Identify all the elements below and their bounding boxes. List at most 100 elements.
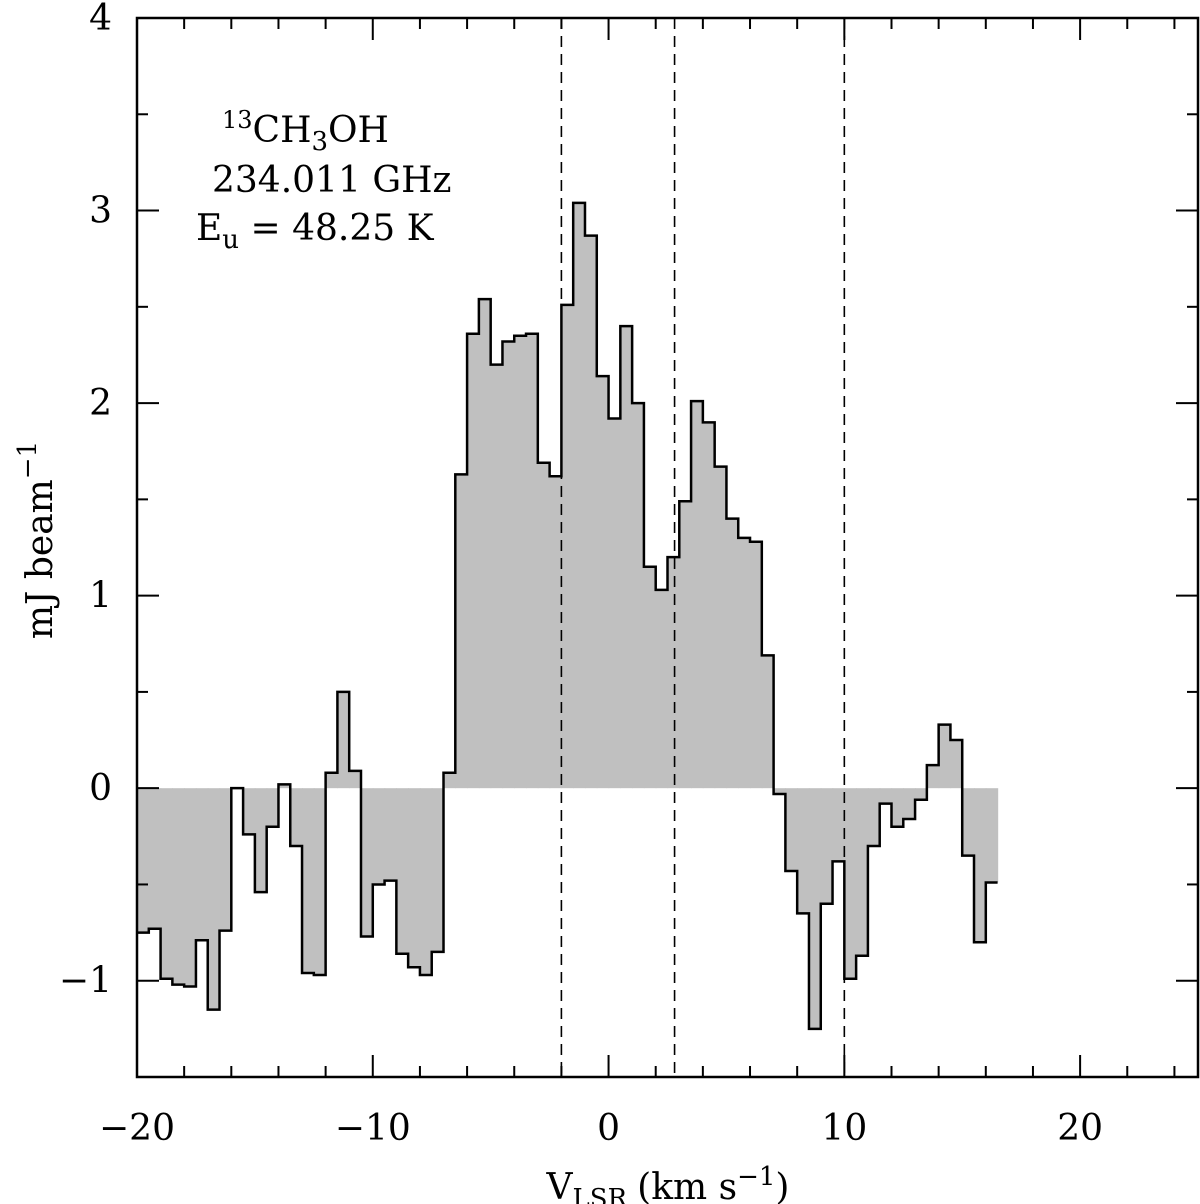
spectrum-bar	[879, 788, 893, 804]
x-tick-label: 10	[821, 1108, 867, 1149]
spectrum-bar	[514, 335, 527, 789]
spectrum-bar	[820, 788, 834, 904]
spectrum-step-line	[137, 201, 998, 1031]
spectrum-bar	[219, 788, 232, 931]
y-tick-labels: −1 0 1 2 3 4	[59, 0, 112, 1002]
spectrum-bar	[184, 788, 197, 987]
spectrum-bar	[384, 788, 397, 881]
spectrum-bar	[360, 788, 374, 937]
spectrum-bar	[726, 518, 739, 789]
spectrum-bar	[938, 724, 952, 789]
x-axis-title-rest: (km s	[637, 1167, 737, 1204]
annotation-species-b: OH	[328, 110, 389, 151]
spectrum-bar	[148, 788, 162, 929]
annotation-energy-b: = 48.25 K	[239, 208, 435, 249]
spectrum-bar	[195, 788, 209, 941]
y-tick-label: 2	[89, 383, 112, 424]
annotation-energy-a: E	[196, 208, 222, 249]
spectrum-bar	[702, 422, 716, 789]
x-tick-label: 20	[1057, 1108, 1103, 1149]
x-tick-label: −10	[335, 1108, 411, 1149]
spectrum-bar	[549, 476, 562, 789]
annotation-energy: Eu = 48.25 K	[196, 208, 435, 255]
spectrum-bar	[325, 772, 339, 789]
spectrum-bar	[785, 788, 798, 871]
spectrum-bar	[761, 655, 775, 789]
spectrum-bar	[903, 788, 916, 819]
spectrum-bar	[867, 788, 881, 846]
y-axis-title-main: mJ beam	[20, 479, 61, 639]
spectrum-bar	[207, 788, 221, 1010]
spectrum-bar	[691, 401, 704, 789]
spectrum-bar	[667, 557, 680, 789]
annotation-energy-sub: u	[222, 225, 239, 255]
x-axis-title-sub: LSR	[573, 1184, 629, 1204]
spectrum-bar	[655, 589, 669, 789]
spectrum-bar	[808, 788, 822, 1029]
spectrum-bar	[313, 788, 327, 975]
plot-frame	[135, 16, 1200, 1079]
spectrum-bar	[478, 299, 492, 789]
spectrum-bar	[254, 788, 268, 893]
spectrum-bar	[974, 788, 987, 943]
spectrum-bar	[962, 788, 975, 856]
spectrum-bar	[526, 333, 539, 789]
spectrum-fill	[137, 202, 999, 1029]
spectrum-bar	[632, 403, 645, 789]
spectrum-bar	[137, 788, 150, 933]
spectrum-bar	[714, 466, 728, 789]
spectrum-bar	[302, 788, 315, 974]
spectrum-bar	[243, 788, 256, 835]
y-axis-title-sup: −1	[13, 441, 43, 479]
spectrum-bar	[290, 788, 303, 846]
spectrum-bar	[172, 788, 185, 985]
spectrum-bar	[797, 788, 810, 914]
spectrum-bar	[160, 788, 173, 979]
spectrum-bar	[561, 304, 574, 789]
spectrum-bar	[950, 740, 963, 789]
annotation-species: 13CH3OH	[222, 106, 389, 157]
spectrum-bar	[856, 788, 869, 956]
spectrum-bar	[750, 541, 763, 789]
annotation-frequency: 234.011 GHz	[212, 160, 451, 201]
spectrum-bar	[891, 788, 904, 827]
annotation-species-sub: 3	[312, 127, 329, 157]
spectrum-bar	[278, 784, 291, 789]
annotation-species-sup: 13	[222, 106, 253, 134]
x-axis-title-close: )	[775, 1167, 789, 1204]
x-tick-labels: −20 −10 0 10 20	[99, 1108, 1103, 1149]
spectrum-bar	[679, 501, 692, 789]
spectrum-bar	[573, 202, 586, 789]
spectrum-bar	[915, 788, 928, 800]
spectrum-bar	[266, 788, 280, 827]
spectrum-bar	[419, 788, 433, 975]
spectrum-bar	[490, 364, 504, 789]
y-tick-label: 4	[89, 0, 112, 39]
x-axis-title: VLSR (km s−1)	[546, 1162, 790, 1204]
spectrum-bar	[408, 788, 421, 968]
spectrum-bar	[443, 772, 456, 789]
spectrum-bar	[372, 788, 386, 885]
x-tick-label: −20	[99, 1108, 175, 1149]
y-axis-title: mJ beam−1	[13, 441, 61, 639]
spectrum-bar	[738, 537, 751, 789]
y-tick-label: −1	[59, 961, 112, 1002]
spectrum-bar	[832, 788, 845, 862]
spectrum-bar	[844, 788, 857, 979]
spectrum-bar	[349, 770, 362, 789]
spectrum-bar	[643, 566, 657, 789]
spectrum-bar	[502, 341, 515, 789]
x-tick-label: 0	[597, 1108, 620, 1149]
spectrum-bar	[337, 691, 350, 789]
spectrum-bar	[985, 788, 999, 883]
spectrum-bar	[537, 462, 551, 789]
spectrum-bar	[467, 333, 480, 789]
spectrum-bar	[455, 474, 468, 789]
spectrum-bar	[926, 765, 940, 789]
x-axis-title-main: V	[546, 1167, 574, 1204]
y-tick-label: 3	[89, 191, 112, 232]
x-axis-title-sup: −1	[737, 1162, 775, 1192]
spectrum-bar	[596, 376, 610, 789]
spectrum-outline	[137, 201, 998, 1031]
